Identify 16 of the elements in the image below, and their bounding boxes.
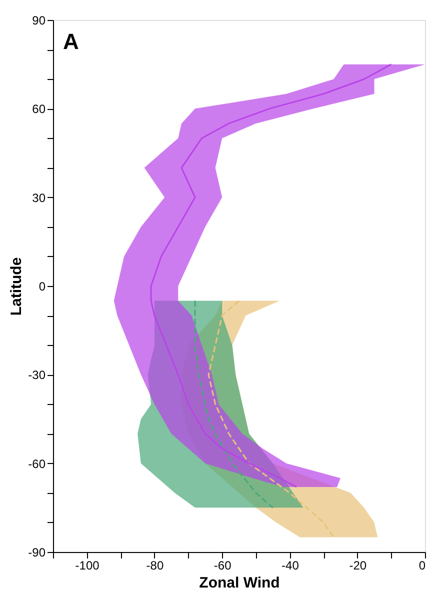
y-tick-label: 60 <box>32 102 46 116</box>
y-tick-label: 0 <box>38 280 46 294</box>
x-axis-title: Zonal Wind <box>199 574 280 592</box>
y-tick-label: -30 <box>28 368 46 382</box>
y-tick-label: 30 <box>32 190 46 205</box>
annotation: A <box>63 29 79 54</box>
y-tick-label: 90 <box>32 14 46 28</box>
x-tick-label: -40 <box>282 558 300 572</box>
x-tick-label: -80 <box>146 558 164 572</box>
x-tick-label: -60 <box>214 558 232 572</box>
x-tick-label: -20 <box>349 558 367 572</box>
x-tick-label: -100 <box>75 558 100 572</box>
y-axis-title: Latitude <box>8 257 26 316</box>
y-tick-label: -60 <box>28 456 46 471</box>
y-tick-label: -90 <box>28 546 46 560</box>
x-tick-label: 0 <box>418 558 426 572</box>
